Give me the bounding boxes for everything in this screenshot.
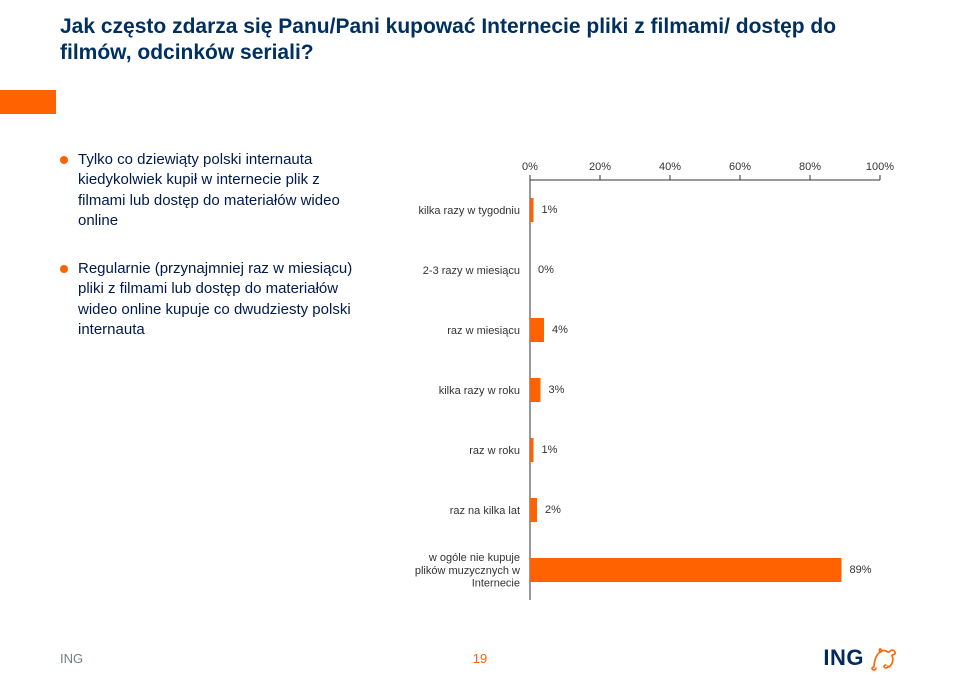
bar bbox=[530, 558, 842, 582]
bullet-dot-icon bbox=[60, 265, 68, 273]
category-label: kilka razy w roku bbox=[439, 385, 520, 397]
category-label: 2-3 razy w miesiącu bbox=[423, 265, 520, 277]
axis-tick-label: 40% bbox=[659, 161, 681, 173]
accent-bar bbox=[0, 90, 56, 114]
ing-logo: ING bbox=[823, 645, 900, 671]
bar-chart: 0% 20% 40% 60% 80% 100% 1% kilka razy w tygodni… bbox=[380, 150, 900, 610]
category-label: kilka razy w tygodniu bbox=[419, 205, 521, 217]
category-label: raz w roku bbox=[469, 445, 520, 457]
bullet-text: Tylko co dziewiąty polski internauta kie… bbox=[78, 150, 356, 231]
bar bbox=[530, 318, 544, 342]
lion-icon bbox=[870, 645, 900, 671]
bar-value-label: 1% bbox=[542, 204, 558, 216]
bullet-text: Regularnie (przynajmniej raz w miesiącu)… bbox=[78, 259, 356, 340]
axis-tick-label: 20% bbox=[589, 161, 611, 173]
bullet-item: Tylko co dziewiąty polski internauta kie… bbox=[60, 150, 356, 231]
slide-page: Jak często zdarza się Panu/Pani kupować … bbox=[0, 0, 960, 687]
bar-value-label: 89% bbox=[850, 564, 872, 576]
page-title: Jak często zdarza się Panu/Pani kupować … bbox=[60, 14, 900, 67]
bar bbox=[530, 438, 534, 462]
axis-tick-label: 0% bbox=[522, 161, 538, 173]
footer-brand: ING bbox=[60, 651, 83, 666]
bar bbox=[530, 378, 541, 402]
bar-value-label: 4% bbox=[552, 324, 568, 336]
page-number: 19 bbox=[473, 651, 487, 666]
bullet-dot-icon bbox=[60, 156, 68, 164]
footer: ING 19 ING bbox=[0, 645, 960, 671]
bar bbox=[530, 498, 537, 522]
category-label: raz na kilka lat bbox=[450, 505, 520, 517]
bar-value-label: 1% bbox=[542, 444, 558, 456]
axis-tick-label: 80% bbox=[799, 161, 821, 173]
bullet-item: Regularnie (przynajmniej raz w miesiącu)… bbox=[60, 259, 356, 340]
bar-value-label: 2% bbox=[545, 504, 561, 516]
bullets-column: Tylko co dziewiąty polski internauta kie… bbox=[60, 150, 380, 615]
chart-area: 0% 20% 40% 60% 80% 100% 1% kilka razy w tygodni… bbox=[380, 150, 900, 615]
content-row: Tylko co dziewiąty polski internauta kie… bbox=[60, 150, 900, 615]
category-label: w ogóle nie kupujeplików muzycznych wInt… bbox=[415, 552, 520, 589]
axis-tick-label: 60% bbox=[729, 161, 751, 173]
axis-tick-label: 100% bbox=[866, 161, 894, 173]
bar-value-label: 0% bbox=[538, 264, 554, 276]
bar bbox=[530, 198, 534, 222]
bar-value-label: 3% bbox=[549, 384, 565, 396]
logo-text: ING bbox=[823, 645, 864, 671]
category-label: raz w miesiącu bbox=[447, 325, 520, 337]
title-block: Jak często zdarza się Panu/Pani kupować … bbox=[60, 14, 900, 67]
